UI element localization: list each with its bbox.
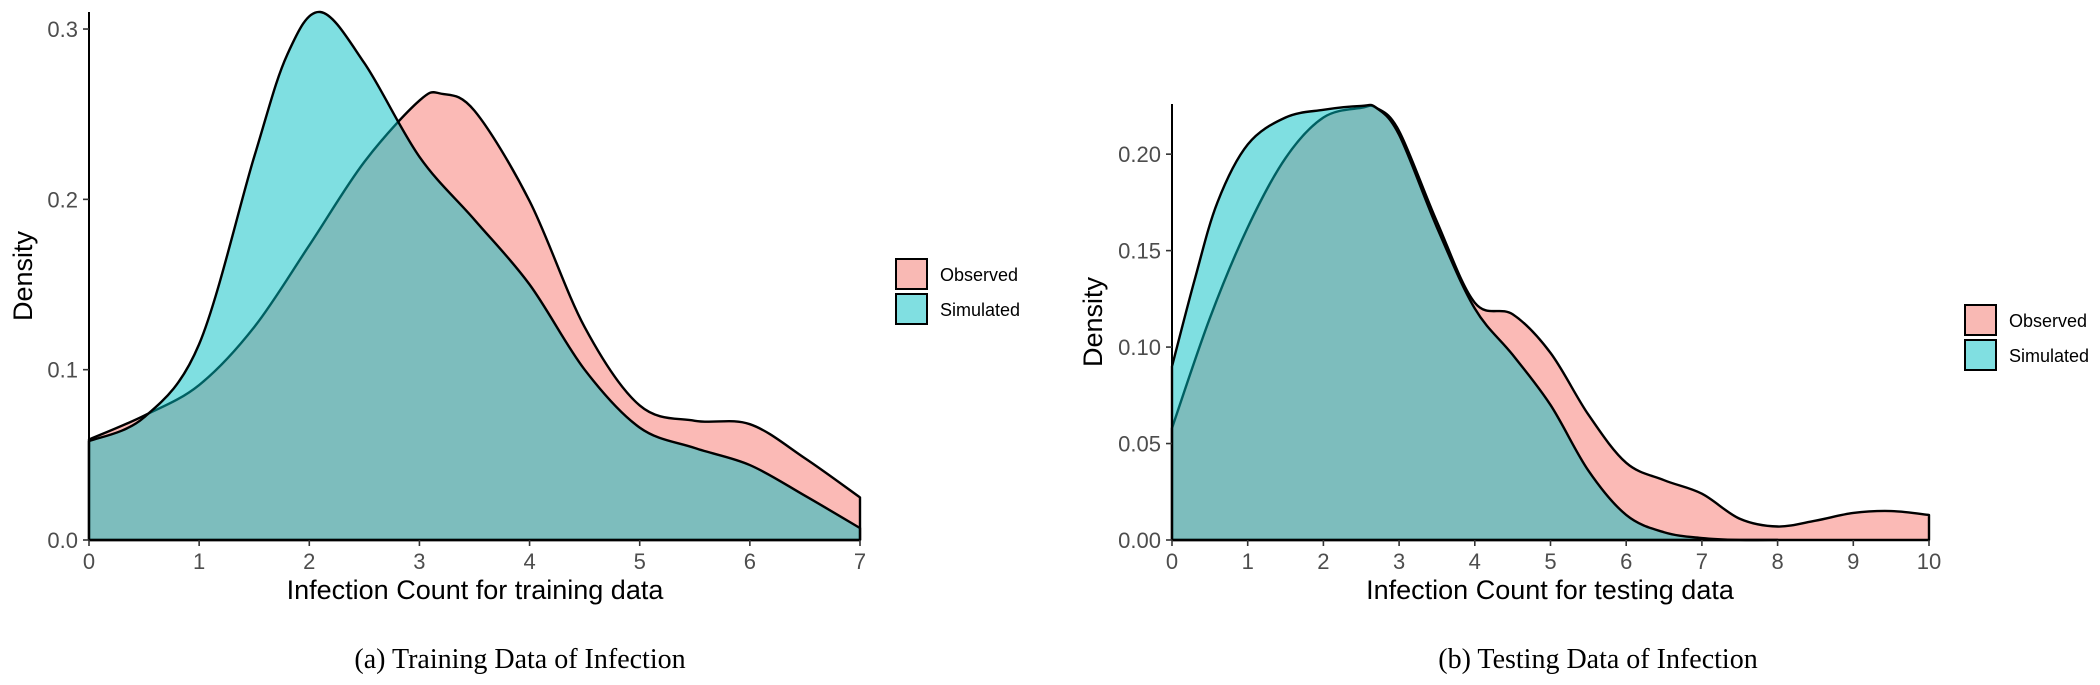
training-legend-label-observed: Observed — [940, 265, 1018, 285]
testing-x-tick-label: 3 — [1393, 549, 1405, 574]
testing-legend-key-simulated — [1964, 339, 1997, 371]
training-x-tick-label: 6 — [744, 549, 756, 574]
training-legend: Observed Simulated — [895, 258, 1020, 325]
testing-y-tick-label: 0.10 — [1118, 335, 1161, 360]
training-x-tick-label: 5 — [634, 549, 646, 574]
testing-y-tick-label: 0.05 — [1118, 432, 1161, 457]
testing-density-areas — [1170, 103, 1931, 542]
training-density-simulated — [87, 10, 862, 542]
testing-caption: (b) Testing Data of Infection — [1438, 644, 1757, 675]
testing-density-chart: 0.00 0.05 0.10 0.15 0.20 0 1 2 3 4 5 6 7 8 9 10 Infect… — [1078, 103, 2089, 675]
testing-legend-key-observed — [1964, 304, 1997, 336]
training-y-axis-title: Density — [8, 230, 38, 321]
training-legend-key-observed — [895, 258, 928, 290]
testing-x-tick-label: 9 — [1847, 549, 1859, 574]
testing-density-simulated — [1170, 103, 1779, 542]
training-x-axis-title: Infection Count for training data — [287, 575, 665, 605]
training-legend-key-simulated — [895, 293, 928, 325]
testing-x-tick-label: 4 — [1469, 549, 1481, 574]
testing-legend-label-simulated: Simulated — [2009, 346, 2089, 366]
training-x-tick-label: 2 — [303, 549, 315, 574]
testing-legend: Observed Simulated — [1964, 304, 2089, 371]
testing-x-tick-label: 1 — [1242, 549, 1254, 574]
testing-x-tick-label: 10 — [1917, 549, 1941, 574]
testing-y-tick-label: 0.20 — [1118, 142, 1161, 167]
training-y-tick-label: 0.1 — [47, 358, 78, 383]
training-x-tick-label: 1 — [193, 549, 205, 574]
training-density-chart: 0.0 0.1 0.2 0.3 0 1 2 3 4 5 6 7 Infection Count fo… — [8, 10, 1020, 675]
training-caption: (a) Training Data of Infection — [354, 644, 685, 675]
testing-x-axis-title: Infection Count for testing data — [1366, 575, 1735, 605]
testing-x-tick-label: 6 — [1620, 549, 1632, 574]
training-x-tick-label: 7 — [854, 549, 866, 574]
testing-y-tick-label: 0.15 — [1118, 239, 1161, 264]
testing-y-ticks: 0.00 0.05 0.10 0.15 0.20 — [1118, 142, 1172, 553]
training-x-tick-label: 0 — [83, 549, 95, 574]
training-density-areas — [87, 10, 862, 542]
training-y-tick-label: 0.2 — [47, 187, 78, 212]
training-y-tick-label: 0.0 — [47, 528, 78, 553]
testing-x-tick-label: 8 — [1771, 549, 1783, 574]
training-y-ticks: 0.0 0.1 0.2 0.3 — [47, 17, 89, 553]
testing-y-axis-title: Density — [1078, 276, 1108, 367]
testing-x-tick-label: 2 — [1317, 549, 1329, 574]
testing-y-tick-label: 0.00 — [1118, 528, 1161, 553]
training-x-ticks: 0 1 2 3 4 5 6 7 — [83, 540, 866, 574]
training-x-tick-label: 3 — [413, 549, 425, 574]
testing-x-tick-label: 7 — [1696, 549, 1708, 574]
testing-x-tick-label: 5 — [1544, 549, 1556, 574]
training-legend-label-simulated: Simulated — [940, 300, 1020, 320]
testing-x-ticks: 0 1 2 3 4 5 6 7 8 9 10 — [1166, 540, 1941, 574]
training-y-tick-label: 0.3 — [47, 17, 78, 42]
testing-legend-label-observed: Observed — [2009, 311, 2087, 331]
testing-x-tick-label: 0 — [1166, 549, 1178, 574]
training-x-tick-label: 4 — [523, 549, 535, 574]
